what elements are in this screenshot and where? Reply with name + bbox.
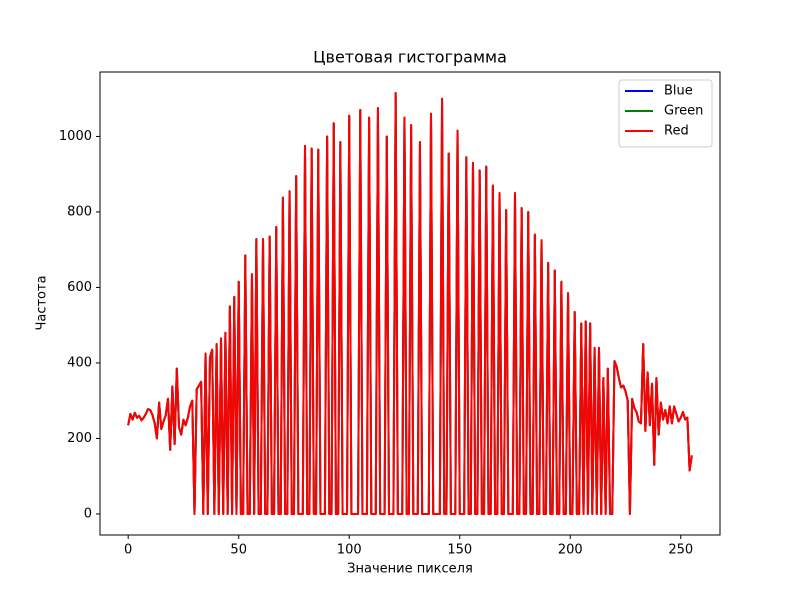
x-axis-label: Значение пикселя (347, 562, 473, 577)
legend-label: Blue (664, 84, 693, 99)
x-tick-label: 50 (230, 543, 247, 558)
x-tick-label: 150 (447, 543, 472, 558)
x-tick-label: 200 (558, 543, 583, 558)
y-tick-label: 0 (84, 506, 92, 521)
legend-label: Red (664, 124, 689, 139)
x-tick-label: 0 (124, 543, 132, 558)
chart-title: Цветовая гистограмма (313, 48, 507, 67)
y-axis-label: Частота (35, 275, 50, 330)
y-tick-label: 200 (67, 431, 92, 446)
legend-label: Green (664, 104, 703, 119)
y-tick-label: 400 (67, 355, 92, 370)
x-tick-label: 250 (668, 543, 693, 558)
x-tick-label: 100 (337, 543, 362, 558)
y-tick-label: 1000 (59, 129, 92, 144)
line-series (127, 92, 693, 515)
y-tick-label: 600 (67, 280, 92, 295)
y-tick-label: 800 (67, 204, 92, 219)
plot-frame (99, 71, 721, 536)
